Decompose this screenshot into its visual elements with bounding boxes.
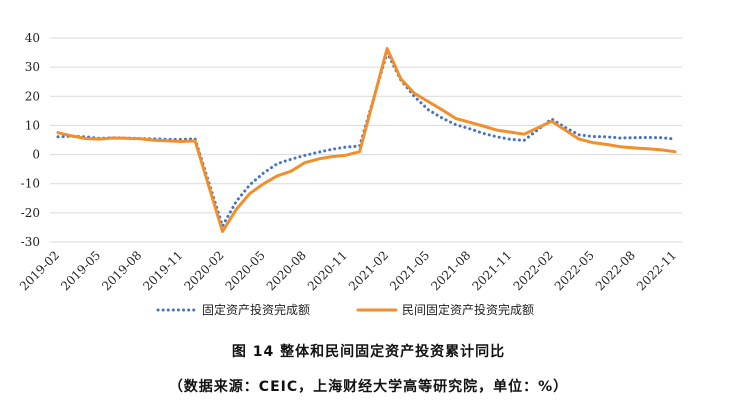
figure-source-note: （数据来源：CEIC，上海财经大学高等研究院，单位：%）	[168, 379, 569, 395]
chart-legend: 固定资产投资完成额 民间固定资产投资完成额	[156, 302, 534, 317]
x-tick-label: 2021-08	[428, 248, 473, 293]
legend-label: 固定资产投资完成额	[202, 302, 310, 317]
y-tick-label: 40	[25, 31, 40, 45]
x-tick-label: 2020-11	[305, 248, 350, 293]
y-tick-label: -30	[21, 235, 40, 249]
x-axis-ticks: 2019-022019-052019-082019-112020-022020-…	[17, 248, 679, 293]
line-chart: -30 -20 -10 0 10 20 30 40 2019-022019-052019-08…	[17, 31, 682, 317]
figure-title: 图 14 整体和民间固定资产投资累计同比	[231, 344, 506, 360]
x-tick-label: 2019-08	[99, 248, 144, 293]
y-tick-label: 10	[25, 118, 40, 132]
x-tick-label: 2021-05	[387, 248, 432, 293]
y-axis-ticks: -30 -20 -10 0 10 20 30 40	[21, 31, 40, 249]
x-tick-label: 2021-02	[346, 248, 391, 293]
y-tick-label: -20	[21, 206, 40, 220]
x-tick-label: 2019-11	[140, 248, 185, 293]
series-line-private-fixed-asset-investment	[56, 47, 677, 233]
x-tick-label: 2019-05	[58, 248, 103, 293]
x-tick-label: 2022-11	[634, 248, 679, 293]
y-tick-label: 20	[25, 89, 40, 103]
x-tick-label: 2020-08	[264, 248, 309, 293]
x-tick-label: 2022-05	[552, 248, 597, 293]
x-tick-label: 2022-08	[593, 248, 638, 293]
x-tick-label: 2020-05	[223, 248, 268, 293]
y-tick-label: 30	[25, 60, 40, 74]
y-tick-label: -10	[21, 177, 40, 191]
legend-label: 民间固定资产投资完成额	[402, 302, 534, 317]
x-tick-label: 2019-02	[17, 248, 62, 293]
x-tick-label: 2022-02	[511, 248, 556, 293]
chart-lines	[56, 47, 677, 233]
y-tick-label: 0	[32, 148, 40, 162]
x-tick-label: 2021-11	[469, 248, 514, 293]
x-tick-label: 2020-02	[181, 248, 226, 293]
